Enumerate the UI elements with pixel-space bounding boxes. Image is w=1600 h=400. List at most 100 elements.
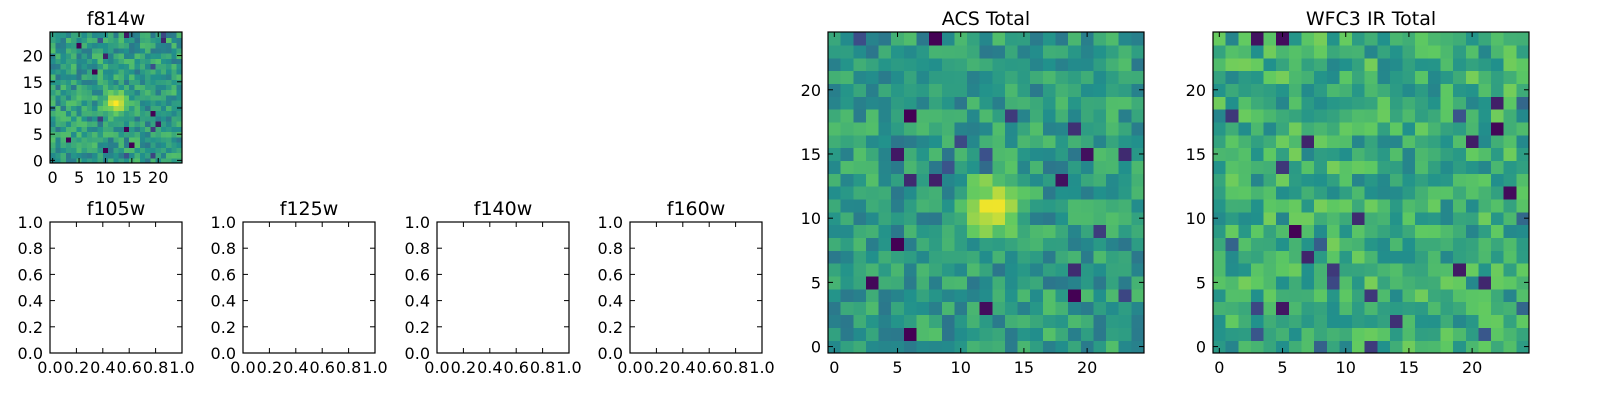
heatmap-cell — [916, 301, 930, 316]
heatmap-cell — [1288, 288, 1303, 303]
heatmap-cell — [891, 250, 905, 264]
heatmap-cell — [1478, 186, 1492, 200]
heatmap-cell — [1465, 340, 1480, 354]
heatmap-cell — [1326, 198, 1340, 213]
heatmap-cell — [118, 121, 125, 127]
heatmap-cell — [954, 70, 968, 84]
heatmap-cell — [1389, 250, 1404, 264]
heatmap-cell — [1339, 83, 1353, 97]
heatmap-cell — [1440, 314, 1454, 328]
heatmap-cell — [92, 152, 99, 159]
heatmap-cell — [1465, 160, 1480, 174]
heatmap-cell — [954, 340, 968, 354]
heatmap-cell — [123, 121, 130, 127]
heatmap-cell — [50, 100, 56, 106]
heatmap-cell — [840, 224, 854, 239]
heatmap-cell — [954, 198, 968, 213]
y-tick-label: 0.6 — [598, 265, 623, 284]
heatmap-cell — [865, 340, 880, 354]
heatmap-cell — [113, 115, 120, 122]
heatmap-cell — [1516, 275, 1530, 290]
heatmap-cell — [1042, 70, 1057, 84]
heatmap-cell — [878, 250, 892, 264]
heatmap-cell — [139, 105, 146, 112]
heatmap-cell — [1377, 224, 1391, 239]
heatmap-cell — [1093, 186, 1107, 200]
heatmap-cell — [50, 121, 56, 127]
heatmap-cell — [1491, 134, 1505, 149]
heatmap-cell — [139, 131, 146, 138]
heatmap-cell — [1093, 275, 1107, 290]
heatmap-cell — [1131, 250, 1145, 264]
y-tick-label: 1.0 — [405, 213, 430, 232]
heatmap-cell — [1491, 173, 1505, 187]
heatmap-cell — [1238, 160, 1252, 174]
heatmap-cell — [129, 58, 136, 65]
heatmap-cell — [166, 42, 173, 49]
heatmap-cell — [1250, 314, 1265, 328]
heatmap-cell — [1389, 173, 1404, 187]
heatmap-cell — [1440, 340, 1454, 354]
heatmap-cell — [86, 94, 93, 101]
heatmap-cell — [134, 52, 141, 59]
heatmap-cell — [139, 68, 146, 75]
heatmap-cell — [1017, 109, 1031, 123]
heatmap-cell — [81, 157, 88, 164]
y-tick-label: 15 — [23, 73, 43, 92]
heatmap-cell — [1080, 237, 1095, 251]
heatmap-cell — [1402, 96, 1416, 110]
heatmap-cell — [1042, 224, 1057, 239]
heatmap-cell — [1093, 263, 1107, 277]
heatmap-cell — [1389, 147, 1404, 161]
heatmap-cell — [145, 105, 151, 112]
heatmap-cell — [967, 327, 981, 341]
heatmap-cell — [853, 224, 867, 239]
heatmap-cell — [150, 157, 157, 164]
heatmap-cell — [65, 121, 72, 127]
heatmap-cell — [891, 327, 905, 341]
heatmap-cell — [123, 32, 130, 38]
heatmap-cell — [916, 198, 930, 213]
heatmap-cell — [1427, 288, 1442, 303]
heatmap-cell — [97, 126, 104, 133]
heatmap-cell — [71, 84, 77, 91]
heatmap-cell — [891, 224, 905, 239]
heatmap-cell — [840, 263, 854, 277]
heatmap-cell — [916, 83, 930, 97]
heatmap-cell — [102, 94, 109, 101]
heatmap-cell — [916, 237, 930, 251]
heatmap-cell — [50, 37, 56, 44]
heatmap-cell — [1516, 340, 1530, 354]
heatmap-cell — [1080, 327, 1095, 341]
heatmap-cell — [1377, 32, 1391, 46]
heatmap-cell — [134, 89, 141, 96]
heatmap-cell — [1118, 250, 1132, 264]
heatmap-cell — [166, 52, 173, 59]
heatmap-cell — [108, 68, 114, 75]
heatmap-cell — [160, 126, 167, 133]
heatmap-cell — [123, 126, 130, 133]
heatmap-cell — [1440, 186, 1454, 200]
heatmap-cell — [1377, 70, 1391, 84]
heatmap-cell — [86, 126, 93, 133]
heatmap-cell — [1478, 301, 1492, 316]
heatmap-cell — [65, 131, 72, 138]
heatmap-cell — [1377, 340, 1391, 354]
heatmap-cell — [1503, 134, 1517, 149]
heatmap-cell — [1030, 83, 1044, 97]
heatmap-cell — [1389, 288, 1404, 303]
heatmap-cell — [840, 250, 854, 264]
heatmap-cell — [865, 57, 880, 72]
heatmap-cell — [1004, 147, 1019, 161]
heatmap-cell — [139, 63, 146, 70]
heatmap-cell — [123, 79, 130, 85]
heatmap-cell — [1055, 134, 1069, 149]
heatmap-cell — [1225, 32, 1239, 46]
x-tick-label: 0.8 — [336, 358, 361, 377]
heatmap-cell — [967, 301, 981, 316]
heatmap-cell — [1478, 340, 1492, 354]
heatmap-cell — [1339, 198, 1353, 213]
heatmap-cell — [992, 96, 1006, 110]
heatmap-cell — [1080, 263, 1095, 277]
heatmap-cell — [1238, 211, 1252, 226]
